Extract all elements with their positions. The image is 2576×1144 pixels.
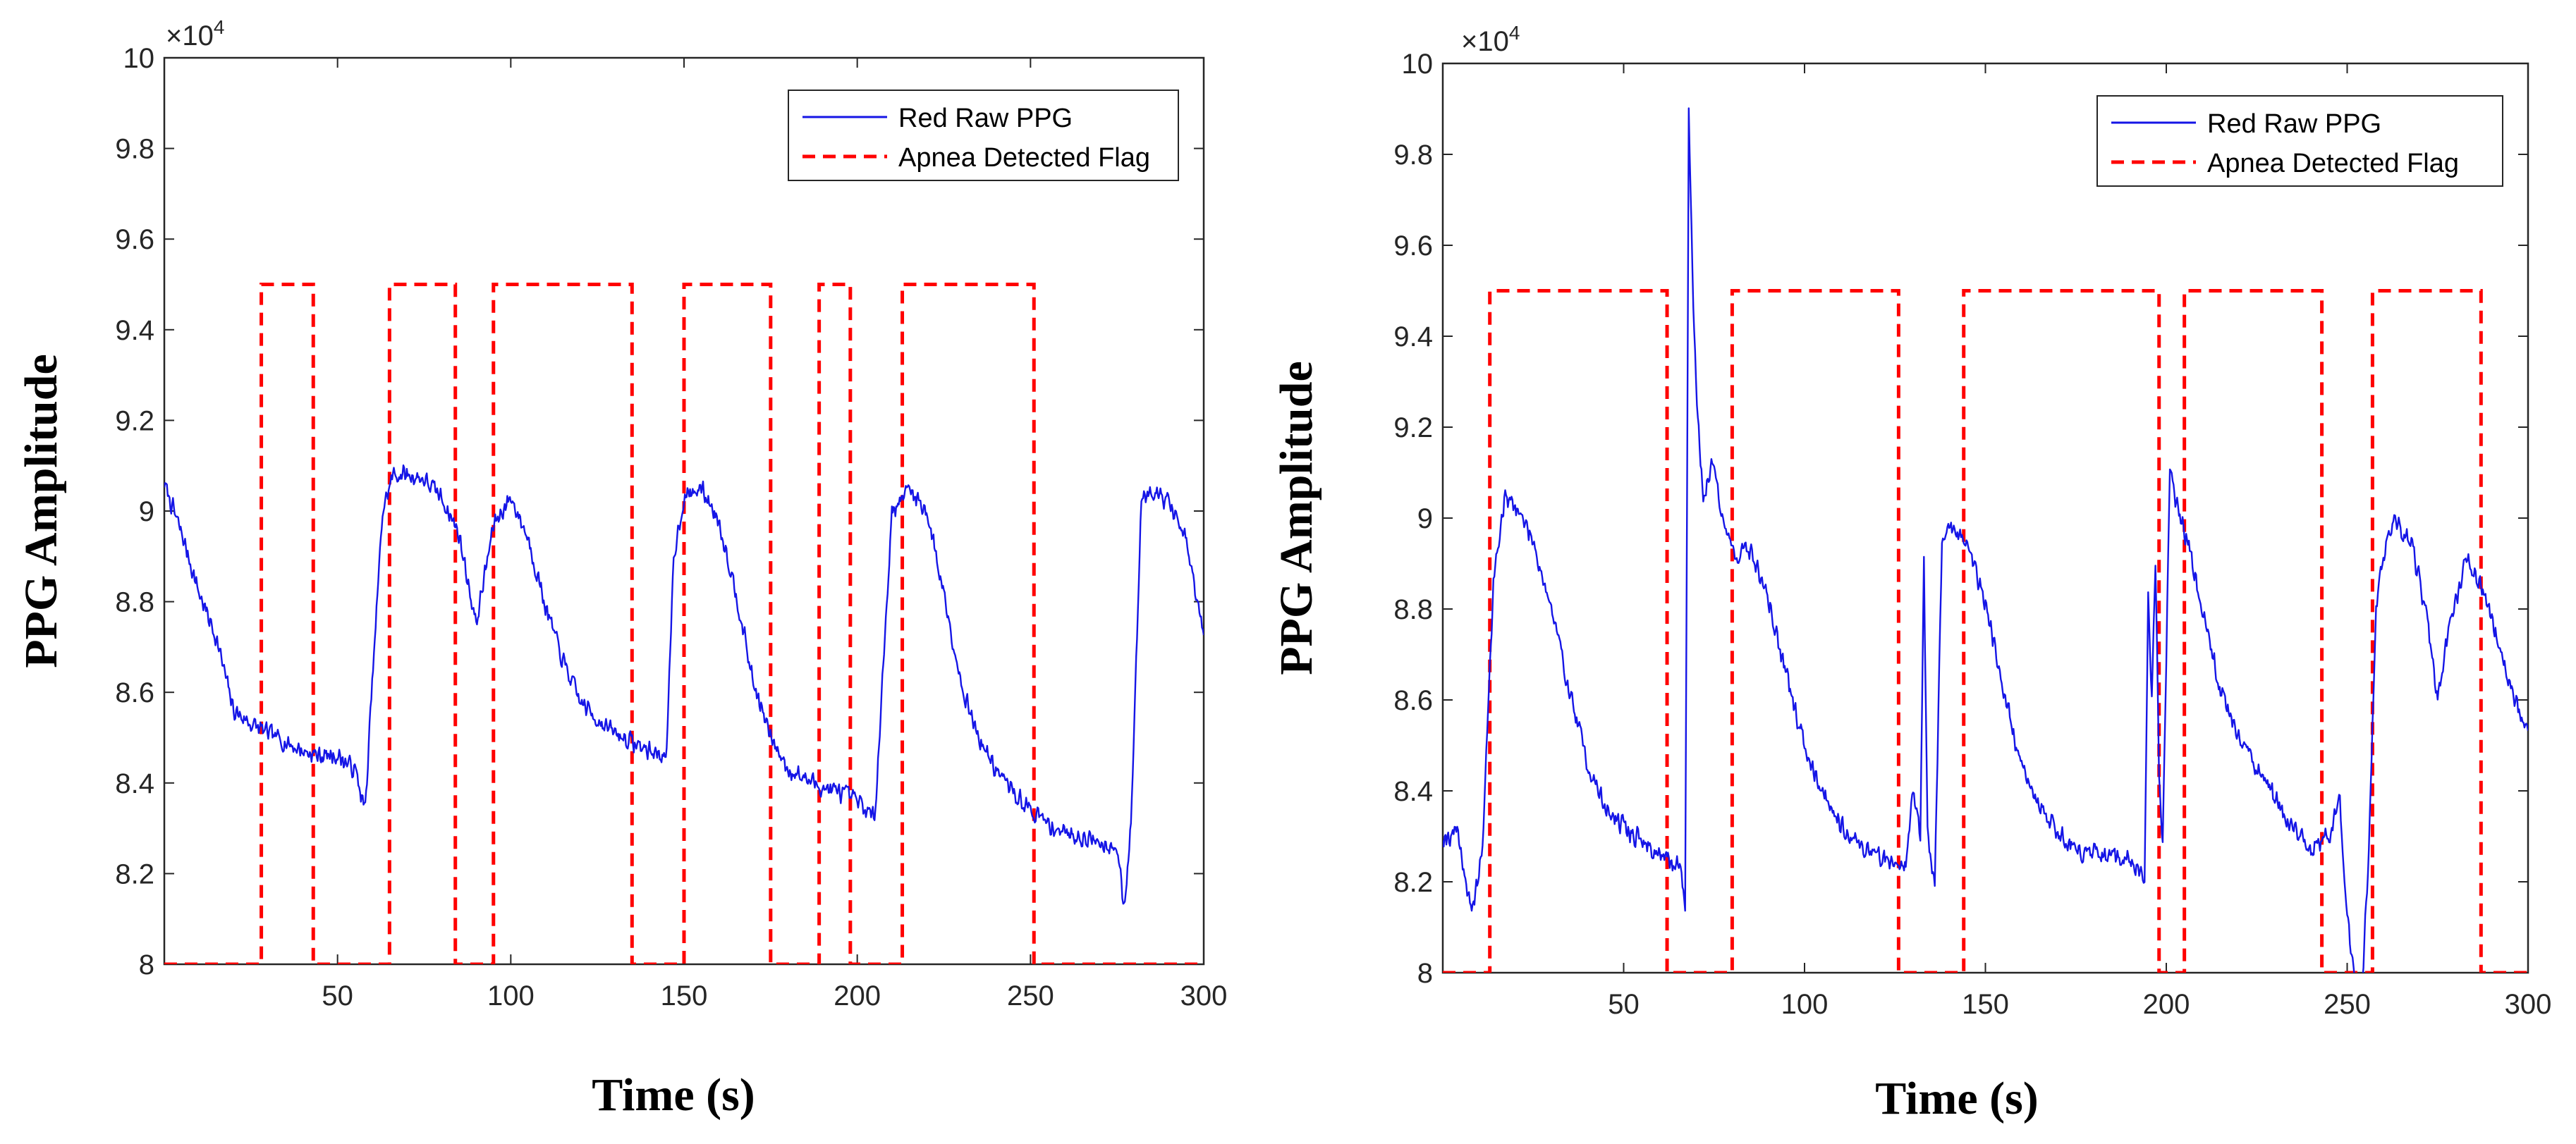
x-tick-label: 300 [1180,980,1228,1011]
y-exponent-base-left: ×10 [166,20,214,51]
ppg-line [164,464,1204,905]
y-exponent-base-right: ×10 [1461,26,1509,57]
y-exponent-power-left: 4 [214,16,225,38]
chart-left: 8 8.2 8.4 8.6 8.8 9 9.2 9.4 9.6 9.8 10 50 100 150 200 2… [115,43,1227,1011]
y-tick-label: 9.4 [1393,321,1433,352]
legend-label-flag: Apnea Detected Flag [898,143,1150,173]
y-tick-label: 9.6 [1393,230,1433,262]
legend-box [2096,95,2503,187]
x-axis-label-right: Time (s) [1875,1073,2039,1124]
x-tick-label: 200 [2143,989,2190,1020]
y-axis-label-left: PPG Amplitude [16,354,67,668]
x-tick-label: 200 [834,980,881,1011]
y-tick-label: 9 [139,496,154,527]
apnea-flag-line [1443,289,2528,973]
x-axis-label-left: Time (s) [592,1069,755,1121]
x-tick-label: 150 [661,980,708,1011]
x-tick-label: 50 [322,980,353,1011]
x-tick-label: 150 [1962,989,2009,1020]
ppg-line [1443,107,2528,973]
plot-area [164,283,1204,964]
x-tick-label: 50 [1608,989,1640,1020]
y-exponent-right: ×104 [1461,22,1520,57]
legend-label-flag: Apnea Detected Flag [2207,149,2459,178]
legend-label-ppg: Red Raw PPG [2207,109,2381,139]
y-axis-label-right: PPG Amplitude [1271,361,1322,675]
y-tick-label: 9.2 [1393,412,1433,443]
y-tick-label: 9.6 [115,224,154,255]
chart-right: 8 8.2 8.4 8.6 8.8 9 9.2 9.4 9.6 9.8 10 50 100 150 200 2… [1393,49,2551,1020]
x-tick-label: 100 [487,980,535,1011]
y-tick-label: 8.2 [115,859,154,890]
axes-box [1441,62,2529,974]
y-tick-label: 8 [1417,958,1433,989]
y-tick-label: 8.6 [1393,685,1433,716]
y-tick-label: 8.2 [1393,867,1433,898]
y-tick-label: 10 [123,43,155,74]
y-exponent-left: ×104 [166,16,224,51]
legend-label-ppg: Red Raw PPG [898,104,1073,133]
y-tick-label: 9.8 [115,134,154,165]
x-tick-label: 300 [2505,989,2552,1020]
x-tick-label: 250 [2324,989,2371,1020]
y-tick-label: 10 [1402,49,1434,80]
y-tick-label: 8.8 [115,587,154,618]
plot-area [1443,107,2528,973]
y-tick-label: 9 [1417,503,1433,534]
y-tick-label: 8.4 [115,768,154,799]
y-tick-label: 8 [139,949,154,980]
y-tick-label: 8.4 [1393,776,1433,807]
legend-box [788,90,1179,181]
y-tick-label: 8.8 [1393,594,1433,625]
y-exponent-power-right: 4 [1509,22,1520,44]
y-tick-label: 9.4 [115,315,154,346]
x-tick-label: 100 [1781,989,1829,1020]
y-tick-label: 8.6 [115,677,154,708]
x-tick-label: 250 [1007,980,1054,1011]
y-tick-label: 9.8 [1393,140,1433,171]
y-tick-label: 9.2 [115,405,154,436]
